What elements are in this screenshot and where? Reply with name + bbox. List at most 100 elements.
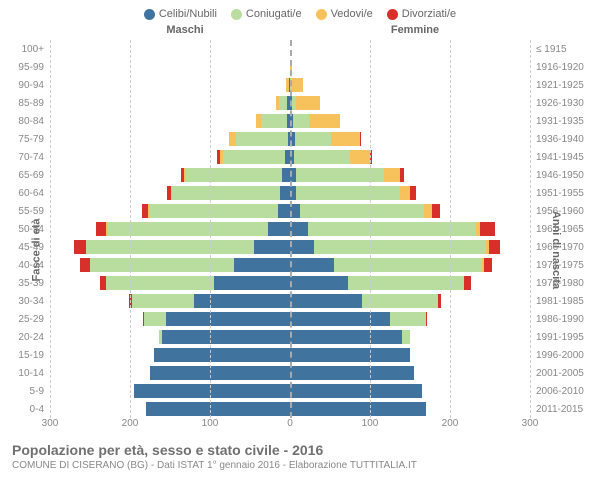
- male-half: [50, 220, 290, 238]
- legend-label: Vedovi/e: [331, 8, 373, 20]
- male-bar: [134, 384, 290, 399]
- male-bar: [150, 366, 290, 381]
- bar-segment: [309, 114, 339, 129]
- female-half: [290, 292, 530, 310]
- birth-year-label: 2006-2010: [536, 386, 584, 397]
- legend-item: Divorziati/e: [387, 8, 456, 20]
- male-bar: [256, 114, 290, 129]
- bar-segment: [410, 186, 416, 201]
- age-label: 75-79: [18, 134, 44, 145]
- female-bar: [290, 384, 422, 399]
- bar-segment: [390, 312, 426, 327]
- male-bar: [276, 96, 290, 111]
- age-label: 25-29: [18, 314, 44, 325]
- bar-segment: [146, 402, 290, 417]
- birth-year-label: 1961-1965: [536, 224, 584, 235]
- legend-swatch: [144, 9, 155, 20]
- female-half: [290, 76, 530, 94]
- birth-year-label: 1926-1930: [536, 98, 584, 109]
- bar-segment: [424, 204, 432, 219]
- bar-segment: [350, 150, 370, 165]
- x-tick: 300: [42, 418, 59, 429]
- female-half: [290, 184, 530, 202]
- male-half: [50, 94, 290, 112]
- bar-segment: [334, 258, 482, 273]
- male-half: [50, 238, 290, 256]
- age-label: 40-44: [18, 260, 44, 271]
- male-half: [50, 310, 290, 328]
- birth-year-label: 1936-1940: [536, 134, 584, 145]
- bar-segment: [293, 114, 309, 129]
- female-bar: [290, 312, 427, 327]
- male-bar: [96, 222, 290, 237]
- male-half: [50, 382, 290, 400]
- female-bar: [290, 204, 440, 219]
- male-header: Maschi: [70, 24, 300, 36]
- bar-segment: [360, 132, 362, 147]
- age-label: 90-94: [18, 80, 44, 91]
- birth-year-label: 1986-1990: [536, 314, 584, 325]
- female-bar: [290, 348, 410, 363]
- age-label: 20-24: [18, 332, 44, 343]
- female-bar: [290, 294, 441, 309]
- male-bar: [217, 150, 290, 165]
- age-label: 80-84: [18, 116, 44, 127]
- male-half: [50, 328, 290, 346]
- birth-year-label: 1946-1950: [536, 170, 584, 181]
- legend-swatch: [387, 9, 398, 20]
- bar-segment: [348, 276, 464, 291]
- x-axis: 3002001000100200300: [50, 418, 530, 434]
- grid-line: [450, 40, 451, 418]
- bar-segment: [162, 330, 290, 345]
- chart-subtitle: COMUNE DI CISERANO (BG) - Dati ISTAT 1° …: [12, 458, 588, 471]
- bar-segment: [362, 294, 438, 309]
- birth-year-label: 1981-1985: [536, 296, 584, 307]
- bar-segment: [290, 258, 334, 273]
- bar-segment: [279, 96, 287, 111]
- male-half: [50, 292, 290, 310]
- birth-year-label: 1921-1925: [536, 80, 584, 91]
- bar-segment: [489, 240, 500, 255]
- legend-swatch: [316, 9, 327, 20]
- legend: Celibi/NubiliConiugati/eVedovi/eDivorzia…: [0, 0, 600, 24]
- bar-segment: [90, 258, 234, 273]
- female-half: [290, 274, 530, 292]
- x-tick: 100: [202, 418, 219, 429]
- grid-line: [210, 40, 211, 418]
- bar-segment: [186, 168, 282, 183]
- grid-line: [50, 40, 51, 418]
- age-label: 65-69: [18, 170, 44, 181]
- bar-segment: [80, 258, 90, 273]
- bar-segment: [290, 384, 422, 399]
- age-label: 0-4: [30, 404, 44, 415]
- female-bar: [290, 240, 500, 255]
- female-bar: [290, 168, 404, 183]
- birth-year-label: 1916-1920: [536, 62, 584, 73]
- bar-segment: [234, 258, 290, 273]
- male-half: [50, 400, 290, 418]
- female-half: [290, 382, 530, 400]
- female-half: [290, 40, 530, 58]
- legend-item: Coniugati/e: [231, 8, 302, 20]
- age-label: 45-49: [18, 242, 44, 253]
- bar-segment: [278, 204, 290, 219]
- male-bar: [229, 132, 290, 147]
- birth-year-label: 1971-1975: [536, 260, 584, 271]
- female-bar: [290, 150, 372, 165]
- bar-segment: [106, 276, 214, 291]
- bar-segment: [331, 132, 360, 147]
- male-bar: [181, 168, 290, 183]
- female-half: [290, 112, 530, 130]
- bar-segment: [290, 312, 390, 327]
- bar-segment: [86, 240, 254, 255]
- male-half: [50, 76, 290, 94]
- female-bar: [290, 186, 416, 201]
- birth-year-label: 1976-1980: [536, 278, 584, 289]
- male-bar: [143, 312, 290, 327]
- age-label: 100+: [21, 44, 44, 55]
- bar-segment: [400, 168, 404, 183]
- bar-segment: [172, 186, 280, 201]
- male-half: [50, 130, 290, 148]
- bar-segment: [254, 240, 290, 255]
- birth-year-label: 2001-2005: [536, 368, 584, 379]
